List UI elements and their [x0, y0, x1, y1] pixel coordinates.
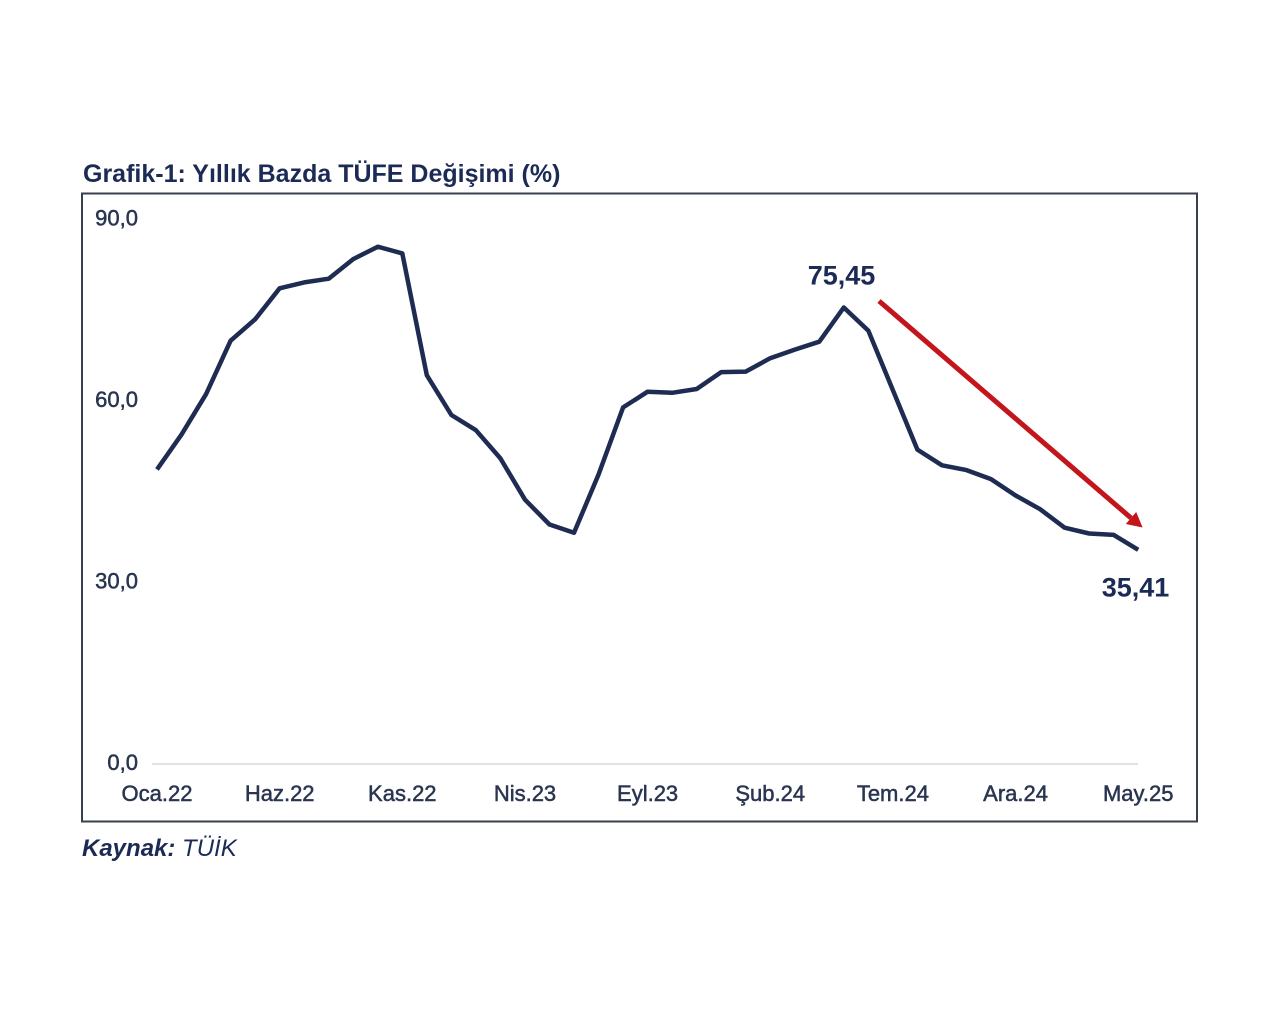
svg-text:Nis.23: Nis.23 — [494, 781, 556, 806]
svg-text:Haz.22: Haz.22 — [245, 781, 315, 806]
svg-text:Kas.22: Kas.22 — [368, 781, 437, 806]
svg-text:Şub.24: Şub.24 — [735, 781, 805, 806]
svg-text:90,0: 90,0 — [95, 206, 138, 231]
svg-text:Tem.24: Tem.24 — [857, 781, 929, 806]
svg-text:Eyl.23: Eyl.23 — [617, 781, 678, 806]
svg-text:Oca.22: Oca.22 — [122, 781, 193, 806]
svg-text:May.25: May.25 — [1103, 781, 1174, 806]
svg-text:30,0: 30,0 — [95, 569, 138, 594]
svg-text:Ara.24: Ara.24 — [983, 781, 1048, 806]
svg-text:35,41: 35,41 — [1102, 573, 1170, 603]
svg-text:75,45: 75,45 — [808, 261, 876, 291]
svg-text:60,0: 60,0 — [95, 387, 138, 412]
svg-text:0,0: 0,0 — [107, 750, 138, 775]
